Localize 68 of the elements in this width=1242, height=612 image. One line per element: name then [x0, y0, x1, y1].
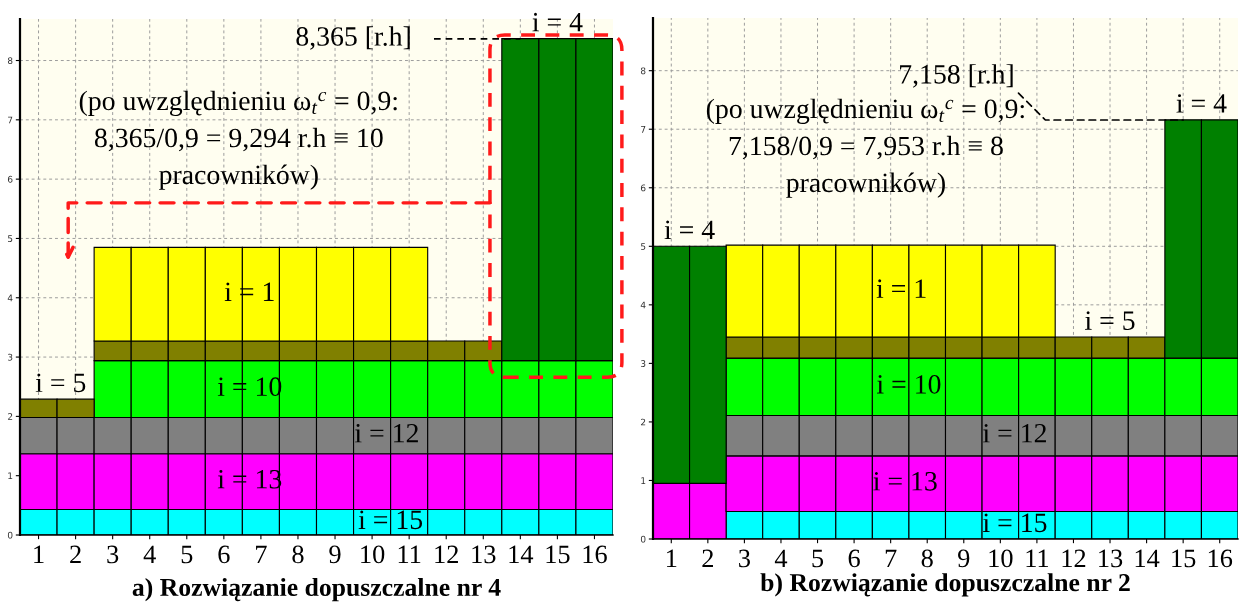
- text: i = 4: [1176, 94, 1227, 113]
- x-tick-label: 15: [546, 545, 570, 564]
- x-tick-label: 1: [34, 545, 44, 564]
- x-tick-label: 3: [107, 545, 119, 564]
- x-tick-label: 8: [292, 545, 304, 564]
- y-tick-label: 7: [8, 116, 13, 124]
- x-tick-label: 12: [1062, 549, 1086, 568]
- series-label: i = 13: [873, 471, 937, 491]
- annotation: 7,158 [r.h]: [900, 64, 1013, 88]
- y-tick-label: 7: [641, 126, 646, 133]
- x-tick-label: 9: [958, 549, 970, 568]
- x-tick-label: 11: [398, 545, 421, 564]
- y-tick-label: 8: [640, 67, 646, 75]
- y-tick-label: 0: [7, 531, 13, 539]
- y-tick-label: 4: [640, 301, 646, 309]
- y-tick-label: 1: [8, 472, 13, 480]
- ref-line-label: 8,365 [r.h]: [296, 26, 410, 50]
- x-tick-label: 5: [812, 549, 824, 568]
- y-tick-label: 3: [8, 353, 13, 361]
- x-tick-label: 6: [848, 549, 860, 568]
- x-tick-label: 2: [702, 549, 713, 568]
- y-tick-label: 2: [640, 418, 646, 426]
- x-tick-label: 7: [885, 549, 897, 568]
- x-tick-label: 6: [218, 545, 230, 564]
- y-tick-label: 2: [7, 413, 13, 420]
- y-tick-label: 5: [8, 235, 13, 243]
- annotation: (po uwzględnieniu ω$_{t}$$^{c}$ = 0,9: 8,365/0,9 = 9,294 r.h ≡ 10 pracowników): [79, 90, 397, 190]
- x-tick-label: 7: [256, 545, 267, 564]
- y-tick-label: 8: [7, 57, 13, 65]
- text: b) Rozwiązanie dopuszczalne nr 2: [760, 573, 1130, 597]
- series-label: i = 4: [664, 220, 715, 239]
- text: a) Rozwiązanie dopuszczalne nr 4: [132, 577, 501, 602]
- x-tick-label: 13: [472, 545, 496, 564]
- x-tick-label: 15: [1172, 549, 1196, 568]
- y-tick-label: 1: [641, 477, 646, 484]
- series-label: i = 15: [358, 510, 423, 530]
- y-tick-label: 6: [640, 184, 646, 192]
- y-tick-label: 3: [641, 360, 646, 367]
- x-tick-label: 13: [1099, 549, 1123, 568]
- x-tick-label: 10: [361, 545, 385, 564]
- y-tick-label: 4: [7, 294, 13, 302]
- x-tick-label: 3: [739, 549, 750, 568]
- x-tick-label: 8: [921, 549, 933, 568]
- series-label: i = 4: [532, 12, 583, 32]
- series-label: i = 12: [354, 423, 418, 443]
- x-tick-label: 1: [667, 549, 677, 568]
- x-tick-label: 5: [181, 545, 193, 564]
- x-tick-label: 11: [1026, 549, 1049, 568]
- x-tick-label: 2: [70, 545, 81, 564]
- x-tick-label: 14: [1135, 549, 1160, 568]
- x-tick-label: 4: [774, 549, 788, 568]
- series-label: i = 10: [877, 375, 941, 394]
- x-tick-label: 16: [1208, 549, 1233, 568]
- series-label: i = 5: [35, 373, 86, 393]
- series-label: i = 15: [983, 513, 1047, 533]
- series-label: i = 5: [1085, 311, 1135, 331]
- series-label: i = 1: [876, 279, 926, 298]
- series-label: i = 12: [983, 423, 1046, 443]
- x-tick-label: 9: [329, 545, 341, 564]
- x-tick-label: 10: [989, 549, 1013, 568]
- x-tick-label: 14: [509, 545, 534, 564]
- y-tick-label: 5: [641, 243, 646, 250]
- x-tick-label: 12: [435, 545, 458, 564]
- annotation: (po uwzględnieniu ω$_{t}$$^{c}$ = 0,9: 7,158/0,9 = 7,953 r.h ≡ 8 pracowników): [706, 98, 1024, 198]
- x-tick-label: 4: [143, 545, 156, 564]
- y-tick-label: 6: [7, 175, 13, 183]
- x-tick-label: 16: [583, 545, 607, 564]
- y-tick-label: 0: [640, 535, 646, 543]
